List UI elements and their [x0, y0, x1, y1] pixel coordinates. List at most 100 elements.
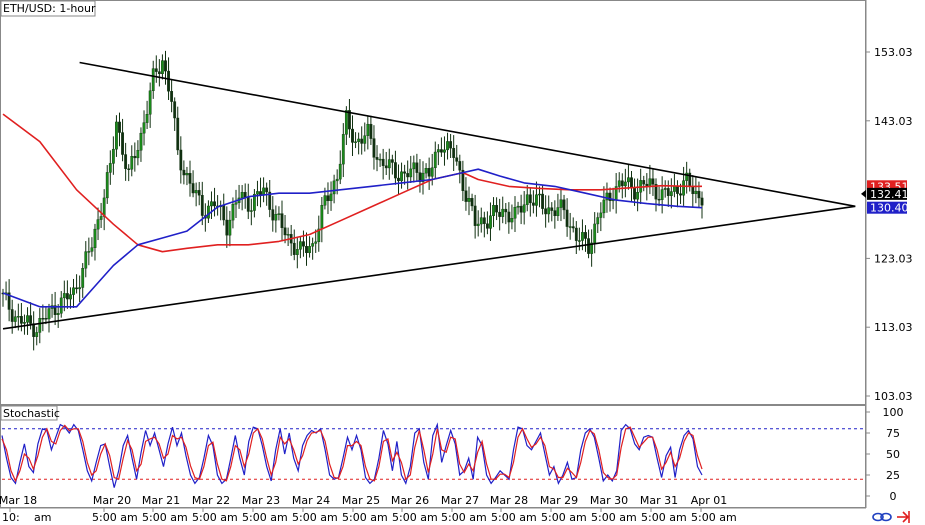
- candle-body: [363, 135, 367, 144]
- candle-body: [461, 169, 465, 191]
- candle-body: [700, 197, 704, 206]
- candle-body: [265, 187, 269, 193]
- candle-body: [234, 202, 238, 205]
- candle-body: [482, 217, 486, 224]
- candle-body: [277, 213, 281, 215]
- candle-body: [185, 173, 189, 176]
- price-panel-frame: [0, 0, 866, 405]
- link-icon[interactable]: [872, 512, 892, 522]
- candles-layer: [1, 50, 704, 351]
- candle-body: [314, 241, 318, 244]
- candle-body: [194, 190, 198, 194]
- date-axis-label: Mar 24: [292, 494, 330, 507]
- candle-body: [302, 241, 305, 247]
- candle-body: [584, 232, 587, 239]
- candle-body: [455, 157, 459, 162]
- time-axis-label: 5:00 am: [491, 511, 537, 524]
- stochastic-axis-label: 25: [886, 469, 900, 482]
- candle-body: [286, 234, 290, 236]
- candle-body: [510, 218, 514, 223]
- candle-body: [449, 141, 453, 149]
- indicator-lines-layer: [2, 61, 856, 330]
- ma-slow-line: [2, 168, 703, 308]
- candle-body: [440, 149, 443, 153]
- candle-body: [19, 316, 23, 324]
- candle-body: [568, 226, 572, 228]
- candle-body: [651, 178, 655, 185]
- candle-body: [369, 123, 373, 139]
- candle-body: [679, 193, 682, 196]
- stochastic-d-line: [1, 424, 703, 483]
- candle-body: [357, 138, 361, 142]
- candle-body: [663, 188, 667, 190]
- candle-body: [305, 246, 308, 254]
- candle-body: [676, 186, 679, 194]
- candle-body: [121, 132, 124, 155]
- candle-body: [59, 297, 63, 314]
- stochastic-title-box: [0, 405, 58, 421]
- date-axis-label: Mar 30: [590, 494, 628, 507]
- candle-body: [519, 205, 523, 213]
- candle-body: [617, 180, 621, 187]
- stochastic-axis-label: 75: [886, 427, 900, 440]
- candle-body: [691, 186, 695, 195]
- price-axis-label: 123.03: [874, 252, 913, 265]
- candle-body: [685, 172, 689, 181]
- candle-body: [415, 162, 419, 173]
- candle-body: [528, 194, 532, 204]
- candle-body: [593, 223, 597, 244]
- candle-body: [427, 168, 431, 177]
- time-axis-label: 5:00 am: [192, 511, 238, 524]
- candle-body: [26, 315, 29, 323]
- stochastic-title: Stochastic: [3, 407, 60, 420]
- candle-body: [489, 215, 492, 229]
- candle-body: [608, 192, 612, 201]
- price-badge-label: 132.41: [870, 188, 909, 201]
- candle-body: [418, 172, 422, 182]
- candle-body: [409, 168, 413, 178]
- candle-body: [464, 190, 468, 202]
- date-axis-label: Mar 23: [242, 494, 280, 507]
- candle-body: [452, 147, 456, 158]
- candle-body: [13, 316, 17, 322]
- scroll-to-end-icon[interactable]: [897, 511, 910, 523]
- candle-body: [400, 171, 403, 182]
- candle-body: [492, 205, 495, 217]
- lower-trendline: [2, 205, 856, 330]
- candle-body: [200, 195, 204, 216]
- candle-body: [476, 223, 480, 226]
- time-axis-label: 5:00 am: [92, 511, 138, 524]
- candle-body: [29, 315, 32, 324]
- candle-body: [207, 205, 210, 219]
- candle-body: [243, 192, 247, 198]
- candle-body: [657, 198, 661, 201]
- candle-body: [118, 121, 121, 133]
- candle-body: [525, 194, 529, 205]
- candle-body: [231, 204, 235, 221]
- candle-body: [323, 195, 327, 206]
- candle-body: [660, 189, 664, 200]
- upper-trendline: [79, 61, 856, 208]
- candle-body: [268, 191, 272, 210]
- candle-body: [280, 213, 284, 228]
- candle-body: [446, 141, 449, 151]
- candle-body: [504, 208, 508, 213]
- candle-body: [602, 199, 606, 214]
- candle-body: [513, 207, 517, 219]
- time-axis-label: 5:00 am: [142, 511, 188, 524]
- last-price-marker: [861, 189, 866, 198]
- candle-body: [384, 165, 388, 169]
- candle-body: [458, 161, 462, 171]
- candle-body: [47, 308, 51, 320]
- candle-body: [78, 287, 82, 290]
- price-axis-label: 153.03: [874, 46, 913, 59]
- candle-body: [599, 212, 603, 218]
- axes-layer: 153.03143.03123.03113.03103.03133.51132.…: [0, 46, 913, 524]
- candle-body: [406, 173, 410, 178]
- stochastic-axis-label: 100: [883, 406, 904, 419]
- date-axis-label: Apr 01: [691, 494, 728, 507]
- candle-body: [115, 121, 118, 150]
- time-axis-label: 5:00 am: [342, 511, 388, 524]
- candle-body: [666, 188, 670, 196]
- candle-body: [556, 207, 560, 217]
